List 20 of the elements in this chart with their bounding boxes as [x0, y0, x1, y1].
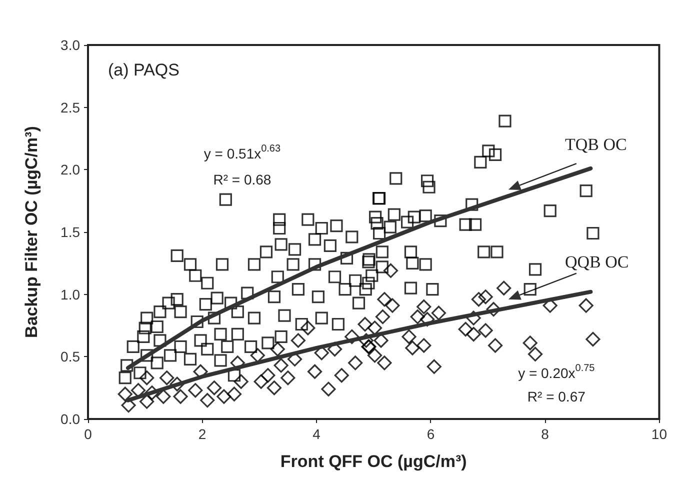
x-tick-label: 8 — [541, 426, 550, 442]
x-tick-label: 4 — [312, 426, 321, 442]
annotation: (a) PAQS — [108, 60, 180, 80]
x-tick-label: 10 — [651, 426, 668, 442]
y-tick-label: 0.0 — [60, 411, 80, 427]
annotation: QQB OC — [564, 252, 629, 272]
x-tick-label: 2 — [198, 426, 206, 442]
annotation: TQB OC — [564, 135, 627, 154]
y-tick-label: 2.5 — [60, 99, 80, 116]
annotation: R² = 0.67 — [527, 388, 586, 405]
y-tick-label: 3.0 — [60, 37, 80, 53]
x-tick-label: 0 — [84, 426, 92, 442]
y-tick-label: 0.5 — [60, 348, 80, 365]
y-tick-label: 2.0 — [60, 162, 80, 178]
x-axis-title: Front QFF OC (µgC/m³) — [280, 452, 467, 471]
y-tick-label: 1.0 — [60, 286, 80, 302]
y-axis-title: Backup Filter OC (µgC/m³) — [22, 126, 41, 338]
x-tick-label: 6 — [426, 426, 435, 442]
y-tick-label: 1.5 — [60, 224, 80, 240]
annotation: R² = 0.68 — [213, 172, 272, 188]
